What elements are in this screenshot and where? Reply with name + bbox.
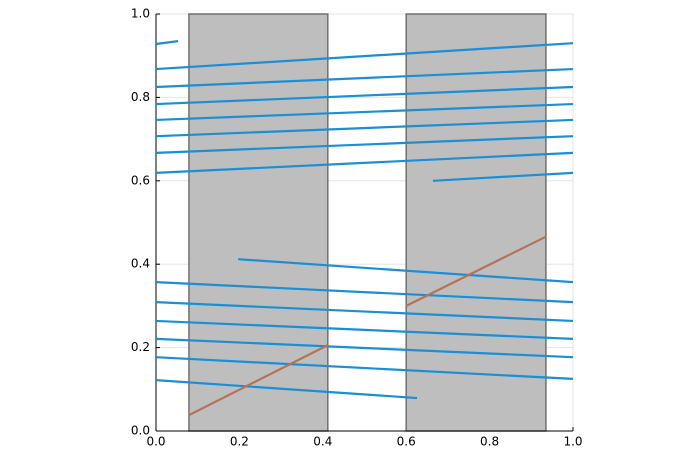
y-tick-label: 0.4 xyxy=(131,257,150,271)
line-segment xyxy=(155,40,179,46)
line-segment xyxy=(155,85,574,106)
line-segment xyxy=(155,301,574,323)
x-tick-label: 0.2 xyxy=(230,435,249,449)
y-tick-label: 0.0 xyxy=(131,424,150,438)
x-tick-label: 0.6 xyxy=(397,435,416,449)
x-tick-label: 0.4 xyxy=(313,435,332,449)
line-segment xyxy=(155,151,574,174)
line-segment xyxy=(155,337,574,359)
shaded-span xyxy=(405,13,547,432)
line-segment xyxy=(405,235,547,307)
line-segment xyxy=(188,344,329,417)
shaded-span xyxy=(188,13,329,432)
line-segment xyxy=(155,319,574,340)
line-segment xyxy=(155,379,418,400)
line-segment xyxy=(155,356,574,380)
line-segment xyxy=(155,67,574,89)
line-segment xyxy=(155,118,574,138)
line-segment xyxy=(155,42,574,71)
x-tick-label: 1.0 xyxy=(563,435,582,449)
y-tick-label: 0.6 xyxy=(131,173,150,187)
line-segment xyxy=(155,281,574,304)
line-segment xyxy=(155,135,574,154)
x-tick-label: 0.8 xyxy=(480,435,499,449)
line-segment xyxy=(238,258,574,284)
y-tick-label: 0.8 xyxy=(131,90,150,104)
y-tick-label: 0.2 xyxy=(131,340,150,354)
line-segment xyxy=(432,171,574,182)
y-tick-label: 1.0 xyxy=(131,7,150,21)
x-tick-label: 0.0 xyxy=(146,435,165,449)
line-segment xyxy=(155,102,574,122)
